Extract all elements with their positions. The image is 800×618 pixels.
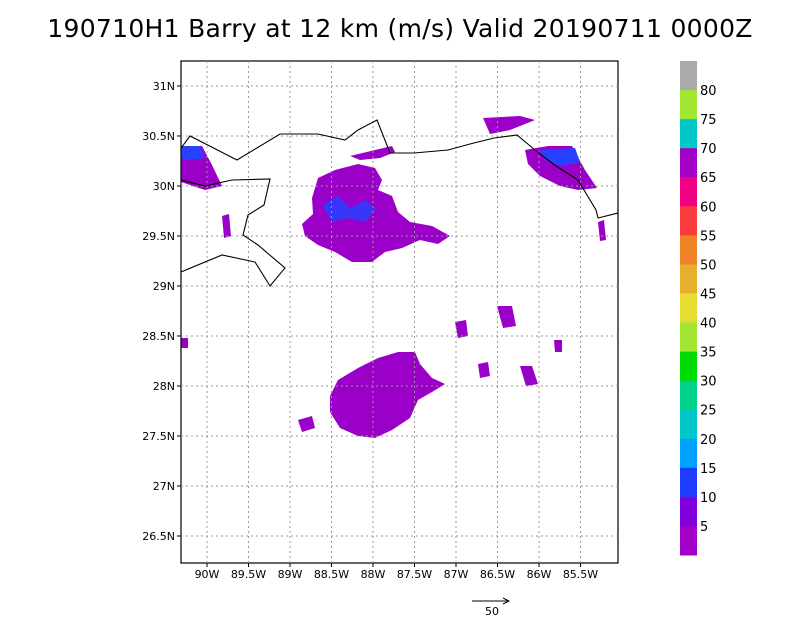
colorbar-label: 45 [700, 287, 717, 302]
wind-patch [302, 164, 450, 262]
colorbar-label: 50 [700, 258, 717, 273]
wind-core [181, 146, 205, 160]
colorbar-label: 5 [700, 520, 708, 535]
wind-patch [525, 146, 597, 190]
lon-label: 89.5W [231, 568, 266, 581]
wind-patch [554, 340, 562, 352]
colorbar-label: 35 [700, 346, 717, 361]
colorbar-label: 60 [700, 200, 717, 215]
colorbar-swatch [680, 525, 697, 556]
lon-label: 90W [195, 568, 220, 581]
lon-label: 86W [527, 568, 552, 581]
lon-label: 88W [361, 568, 386, 581]
wind-patch [298, 416, 315, 432]
coastline [181, 178, 286, 287]
colorbar-swatch [680, 90, 697, 120]
lon-label: 88.5W [314, 568, 349, 581]
wind-patch [181, 338, 188, 348]
lat-label: 28.5N [142, 330, 175, 343]
colorbar-swatch [680, 148, 697, 178]
lon-label: 89W [278, 568, 303, 581]
lon-label: 87.5W [397, 568, 432, 581]
wind-core [322, 196, 376, 222]
colorbar-swatch [680, 467, 697, 498]
colorbar-swatch [680, 61, 697, 91]
reference-arrowhead [502, 597, 511, 605]
plot-frame [180, 60, 619, 564]
wind-patch [520, 366, 538, 386]
colorbar-label: 55 [700, 229, 717, 244]
colorbar-label: 75 [700, 113, 717, 128]
colorbar-swatch [680, 206, 697, 236]
colorbar-swatch [680, 322, 697, 353]
lat-label: 27N [153, 480, 175, 493]
reference-label: 50 [485, 605, 499, 618]
colorbar-swatch [680, 264, 697, 294]
colorbar-swatch [680, 351, 697, 382]
lon-label: 86.5W [480, 568, 515, 581]
colorbar-swatch [680, 177, 697, 207]
colorbar-swatch [680, 235, 697, 265]
colorbar-label: 20 [700, 433, 717, 448]
colorbar-label: 70 [700, 142, 717, 157]
colorbar-label: 40 [700, 317, 717, 332]
wind-patch [222, 214, 231, 238]
colorbar-label: 80 [700, 84, 717, 99]
colorbar-swatch [680, 293, 697, 324]
wind-patch [497, 306, 516, 328]
colorbar-swatch [680, 496, 697, 527]
colorbar-swatch [680, 119, 697, 149]
reference-vector: 50 [472, 597, 511, 618]
wind-patch [483, 116, 535, 134]
wind-patch [330, 352, 445, 438]
colorbar-label: 15 [700, 462, 717, 477]
lat-label: 31N [153, 80, 175, 93]
colorbar-swatch [680, 438, 697, 469]
lat-label: 29.5N [142, 230, 175, 243]
lat-label: 28N [153, 380, 175, 393]
lat-label: 29N [153, 280, 175, 293]
wind-patch [455, 320, 468, 338]
colorbar-label: 25 [700, 404, 717, 419]
lat-label: 30N [153, 180, 175, 193]
colorbar-label: 10 [700, 491, 717, 506]
wind-field [181, 116, 606, 438]
colorbar-swatch [680, 380, 697, 411]
colorbar: 80 75 70 65 60 55 50 45 40 35 30 25 20 15 10 5 [680, 61, 717, 556]
axis-labels: 90W 89.5W 89W 88.5W 88W 87.5W 87W 86.5W 86W 85.5W… [142, 80, 598, 581]
lon-label: 87W [444, 568, 469, 581]
wind-patch [478, 362, 490, 378]
lat-label: 26.5N [142, 530, 175, 543]
lat-label: 30.5N [142, 130, 175, 143]
graticule [177, 61, 618, 567]
lat-label: 27.5N [142, 430, 175, 443]
colorbar-label: 65 [700, 171, 717, 186]
lon-label: 85.5W [563, 568, 598, 581]
coastline [181, 119, 618, 219]
map-title: 190710H1 Barry at 12 km (m/s) Valid 2019… [47, 14, 753, 43]
colorbar-swatch [680, 409, 697, 440]
wind-patch [598, 220, 606, 241]
colorbar-label: 30 [700, 375, 717, 390]
